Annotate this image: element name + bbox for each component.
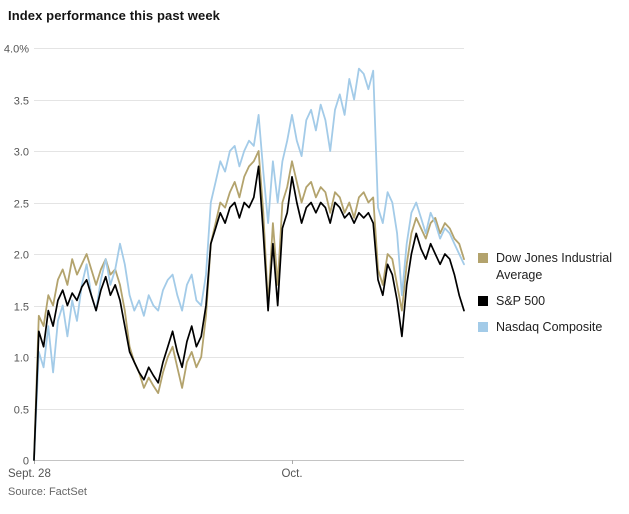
y-axis-label: 1.0 — [14, 353, 29, 365]
y-axis-label: 2.5 — [14, 199, 29, 211]
legend-item-nasdaq: Nasdaq Composite — [478, 319, 628, 336]
series-line-dow-jones-industrial-average — [33, 150, 465, 461]
legend-label-nasdaq: Nasdaq Composite — [496, 319, 603, 334]
y-axis-label: 0 — [23, 456, 29, 468]
y-axis-label: 0.5 — [14, 405, 29, 417]
legend: Dow Jones Industrial Average S&P 500 Nas… — [478, 250, 628, 345]
series-line-s-p-500 — [33, 165, 465, 461]
y-axis-label: 3.5 — [14, 96, 29, 108]
sp500-swatch-icon — [478, 295, 488, 306]
y-axis-label: 1.5 — [14, 302, 29, 314]
x-axis-label: Sept. 28 — [8, 468, 51, 480]
nasdaq-swatch-icon — [478, 321, 488, 332]
y-axis-label: 3.0 — [14, 147, 29, 159]
y-axis-label: 2.0 — [14, 250, 29, 262]
chart-title: Index performance this past week — [8, 8, 220, 23]
x-axis-label: Oct. — [281, 468, 302, 480]
legend-label-sp500: S&P 500 — [496, 293, 546, 308]
series-line-nasdaq-composite — [33, 67, 465, 461]
source-attribution: Source: FactSet — [8, 486, 87, 498]
y-axis-label: 4.0% — [4, 44, 29, 56]
legend-item-sp500: S&P 500 — [478, 293, 628, 310]
dow-swatch-icon — [478, 253, 488, 263]
legend-item-dow: Dow Jones Industrial Average — [478, 250, 628, 284]
legend-label-dow: Dow Jones Industrial Average — [496, 251, 613, 282]
